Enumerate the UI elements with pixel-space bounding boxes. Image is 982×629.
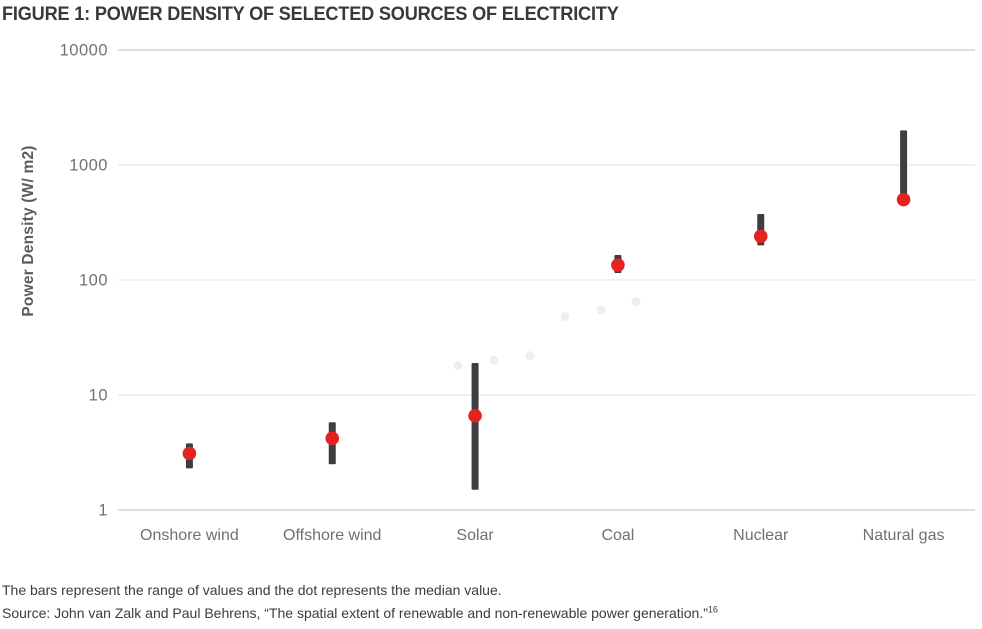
background-point-3	[525, 351, 535, 361]
y-tick-label-100: 100	[79, 272, 108, 290]
y-tick-label-1000: 1000	[69, 157, 108, 175]
background-point-4	[560, 312, 570, 322]
median-dot-natural-gas	[896, 192, 911, 207]
background-point-1	[453, 361, 463, 371]
x-category-label-nuclear: Nuclear	[733, 527, 789, 544]
note-line: The bars represent the range of values a…	[2, 579, 962, 602]
x-category-label-solar: Solar	[456, 527, 494, 544]
range-bar-solar	[471, 362, 479, 490]
x-category-label-onshore-wind: Onshore wind	[140, 527, 239, 544]
median-dot-coal	[611, 258, 625, 272]
x-category-label-natural-gas: Natural gas	[863, 527, 945, 544]
median-dot-nuclear	[753, 229, 768, 244]
y-tick-label-10000: 10000	[60, 42, 108, 60]
x-category-label-coal: Coal	[601, 527, 634, 544]
background-point-6	[631, 297, 641, 307]
median-dot-offshore-wind	[325, 431, 340, 446]
source-line: Source: John van Zalk and Paul Behrens, …	[2, 602, 962, 625]
background-point-2	[489, 355, 499, 365]
x-category-label-offshore-wind: Offshore wind	[283, 527, 381, 544]
power-density-chart: 1 10 100 1000 10000 Power Density (W/ m2) Onsh…	[20, 42, 975, 544]
y-tick-label-1: 1	[98, 502, 108, 520]
figure-title: FIGURE 1: POWER DENSITY OF SELECTED SOUR…	[2, 3, 619, 25]
background-point-5	[596, 305, 606, 315]
note-text: The bars represent the range of values a…	[2, 582, 502, 598]
figure-footnotes: The bars represent the range of values a…	[2, 579, 962, 624]
y-tick-label-10: 10	[89, 387, 108, 405]
median-dot-onshore-wind	[182, 446, 197, 461]
y-axis-title: Power Density (W/ m2)	[20, 145, 37, 316]
footnote-ref: 16	[707, 603, 718, 614]
source-text: Source: John van Zalk and Paul Behrens, …	[2, 604, 708, 621]
range-bar-natural-gas	[900, 130, 908, 203]
median-dot-solar	[468, 408, 482, 423]
